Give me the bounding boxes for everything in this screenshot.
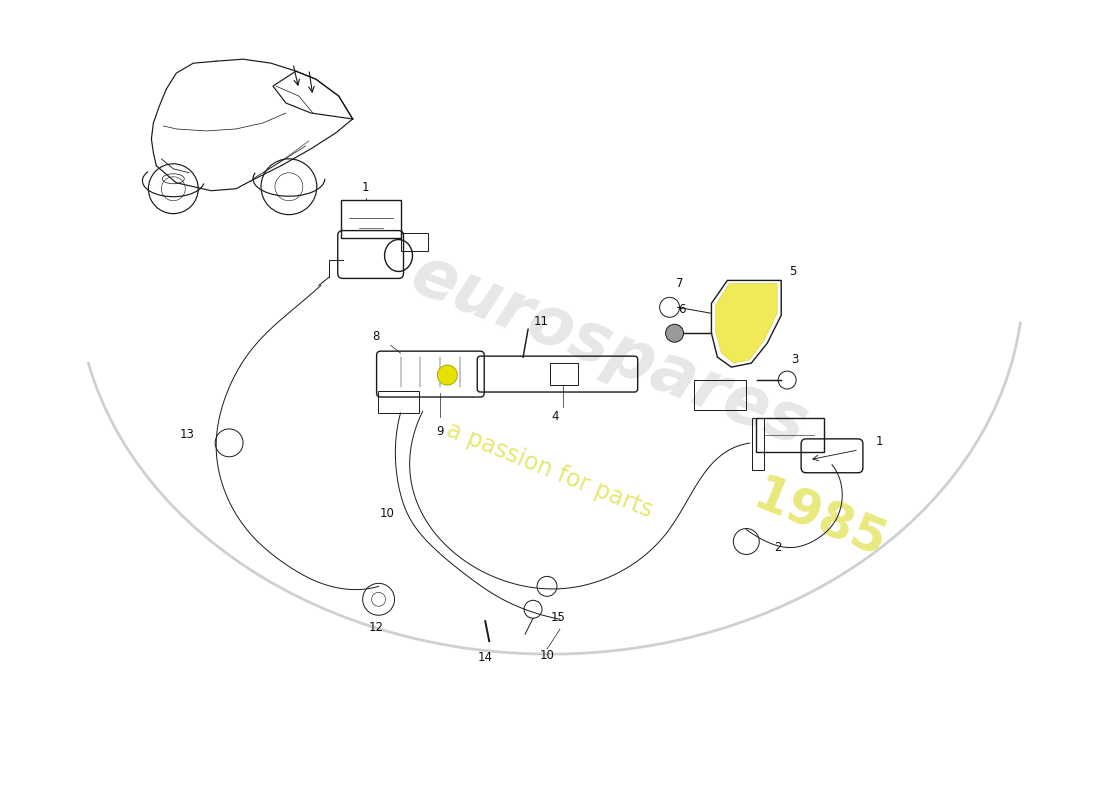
Polygon shape — [715, 283, 778, 363]
Text: 10: 10 — [381, 506, 395, 519]
Text: 15: 15 — [551, 611, 565, 624]
Text: 2: 2 — [774, 542, 782, 554]
Text: 12: 12 — [370, 621, 384, 634]
Text: 1: 1 — [362, 181, 370, 194]
Text: 5: 5 — [789, 266, 796, 278]
Text: 10: 10 — [540, 649, 554, 662]
Text: a passion for parts: a passion for parts — [443, 418, 657, 522]
Text: eurospares: eurospares — [403, 241, 817, 460]
Text: 8: 8 — [372, 330, 379, 343]
Text: 1985: 1985 — [746, 471, 892, 568]
Text: 9: 9 — [437, 425, 444, 438]
Text: 11: 11 — [534, 315, 549, 328]
Text: 6: 6 — [678, 303, 685, 316]
Text: 1: 1 — [876, 435, 883, 448]
Circle shape — [438, 365, 458, 385]
Circle shape — [666, 324, 683, 342]
Text: 13: 13 — [179, 428, 195, 441]
Text: 4: 4 — [551, 410, 559, 423]
Text: 3: 3 — [791, 353, 799, 366]
Text: 7: 7 — [675, 278, 683, 290]
Text: 14: 14 — [477, 651, 493, 664]
